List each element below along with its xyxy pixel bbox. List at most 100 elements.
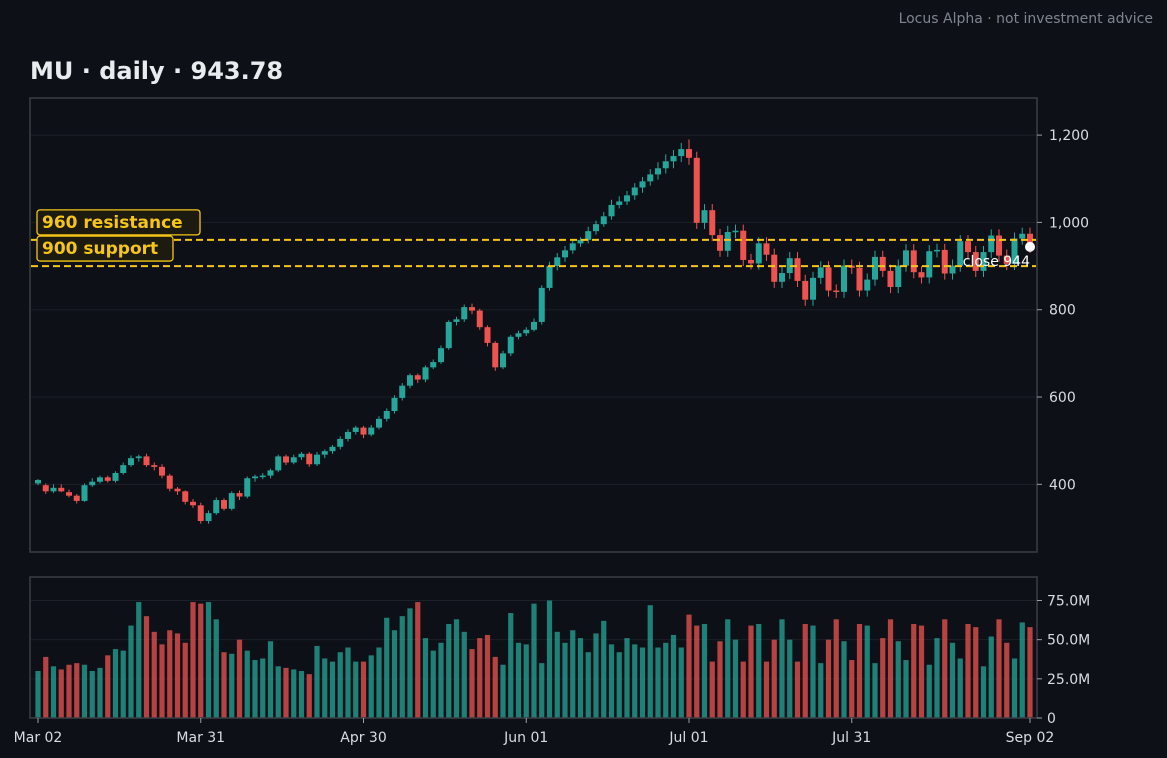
candle-body xyxy=(763,243,770,255)
candle-body xyxy=(965,241,971,253)
volume-bar xyxy=(477,638,483,718)
candle xyxy=(213,497,220,515)
candle xyxy=(345,429,351,442)
volume-bar xyxy=(221,652,227,718)
candle-body xyxy=(639,181,646,188)
level-lines: 960 resistance 900 support xyxy=(31,209,1036,268)
candle-body xyxy=(205,513,212,522)
price-panel-frame xyxy=(29,97,1038,553)
candle-body xyxy=(515,333,522,337)
candle xyxy=(66,489,72,498)
candle-body xyxy=(577,239,584,244)
volume-bar xyxy=(167,630,173,718)
volume-bar xyxy=(872,663,878,718)
candle-body xyxy=(252,476,258,479)
volume-bar xyxy=(570,630,576,718)
candle xyxy=(290,454,297,465)
candle-body xyxy=(81,485,88,501)
volume-bar xyxy=(252,660,258,718)
candle-body xyxy=(290,457,297,463)
candle xyxy=(988,229,995,259)
candle-body xyxy=(275,456,282,471)
candle-body xyxy=(66,492,72,496)
level-label: 900 support xyxy=(42,239,158,259)
candle xyxy=(531,318,537,332)
volume-bar xyxy=(818,663,824,718)
candle xyxy=(151,462,158,471)
candle xyxy=(748,253,754,270)
candle xyxy=(352,425,359,435)
candle-body xyxy=(166,475,173,489)
candle xyxy=(686,139,692,165)
candle-body xyxy=(903,250,909,266)
volume-bar xyxy=(670,634,677,718)
candle-body xyxy=(678,149,685,157)
volume-bar xyxy=(523,644,529,718)
candle-body xyxy=(701,210,708,223)
candle xyxy=(872,250,878,286)
candle xyxy=(523,327,530,336)
volume-bar xyxy=(756,624,762,718)
volume-bar xyxy=(585,652,591,718)
candle xyxy=(786,252,793,280)
candle-body xyxy=(910,250,917,273)
candle-body xyxy=(104,477,111,481)
candle-body xyxy=(608,204,615,217)
candle-body xyxy=(562,250,568,258)
candle-body xyxy=(120,465,127,473)
price-tick-label: 1,000 xyxy=(1049,215,1089,231)
candle xyxy=(244,476,251,499)
volume-bar xyxy=(996,619,1002,718)
candle xyxy=(97,475,103,484)
candle xyxy=(1019,227,1026,245)
price-tick-label: 800 xyxy=(1049,303,1076,319)
candle xyxy=(445,320,452,350)
volume-bar xyxy=(267,641,274,718)
candle-body xyxy=(267,470,274,476)
candle-body xyxy=(236,493,243,497)
volume-bar xyxy=(802,624,808,718)
candle xyxy=(104,475,111,483)
volume-bar xyxy=(577,638,584,718)
candle xyxy=(624,190,630,205)
candle-body xyxy=(337,438,344,447)
candle xyxy=(73,493,80,504)
volume-bar xyxy=(236,639,243,718)
candle xyxy=(275,454,282,473)
watermark: Locus Alpha · not investment advice xyxy=(899,11,1153,27)
candle-body xyxy=(492,342,499,368)
volume-bar xyxy=(725,619,731,718)
candle xyxy=(941,243,948,280)
candle xyxy=(554,252,561,271)
candle xyxy=(484,325,491,347)
date-axis: Mar 02 Mar 31 Apr 30 Jun 01 Jul 01 Jul 31 Sep … xyxy=(14,718,1054,746)
candle xyxy=(174,486,181,495)
candle xyxy=(864,273,871,297)
volume-bar xyxy=(182,642,188,718)
volume-bar xyxy=(484,634,491,718)
volume-bar xyxy=(97,667,103,718)
volume-bar xyxy=(841,641,847,718)
candle xyxy=(314,452,320,467)
candle xyxy=(903,244,909,272)
volume-bar xyxy=(554,631,560,718)
candle-body xyxy=(693,157,700,223)
volume-bar xyxy=(128,625,134,718)
candle-body xyxy=(197,505,204,522)
volume-bar xyxy=(515,642,522,718)
volume-bar xyxy=(81,664,88,718)
candle xyxy=(794,252,801,288)
candle-body xyxy=(957,241,964,266)
volume-bar xyxy=(391,630,398,718)
candle xyxy=(476,308,483,330)
candle-body xyxy=(58,487,65,492)
candle-body xyxy=(864,279,871,291)
candle-body xyxy=(376,418,382,428)
candle xyxy=(600,211,607,227)
candle xyxy=(143,453,150,467)
volume-bar xyxy=(887,619,894,718)
date-tick-label: Jun 01 xyxy=(503,730,548,746)
candle xyxy=(368,424,375,437)
candle xyxy=(887,264,894,294)
candle xyxy=(717,228,723,257)
